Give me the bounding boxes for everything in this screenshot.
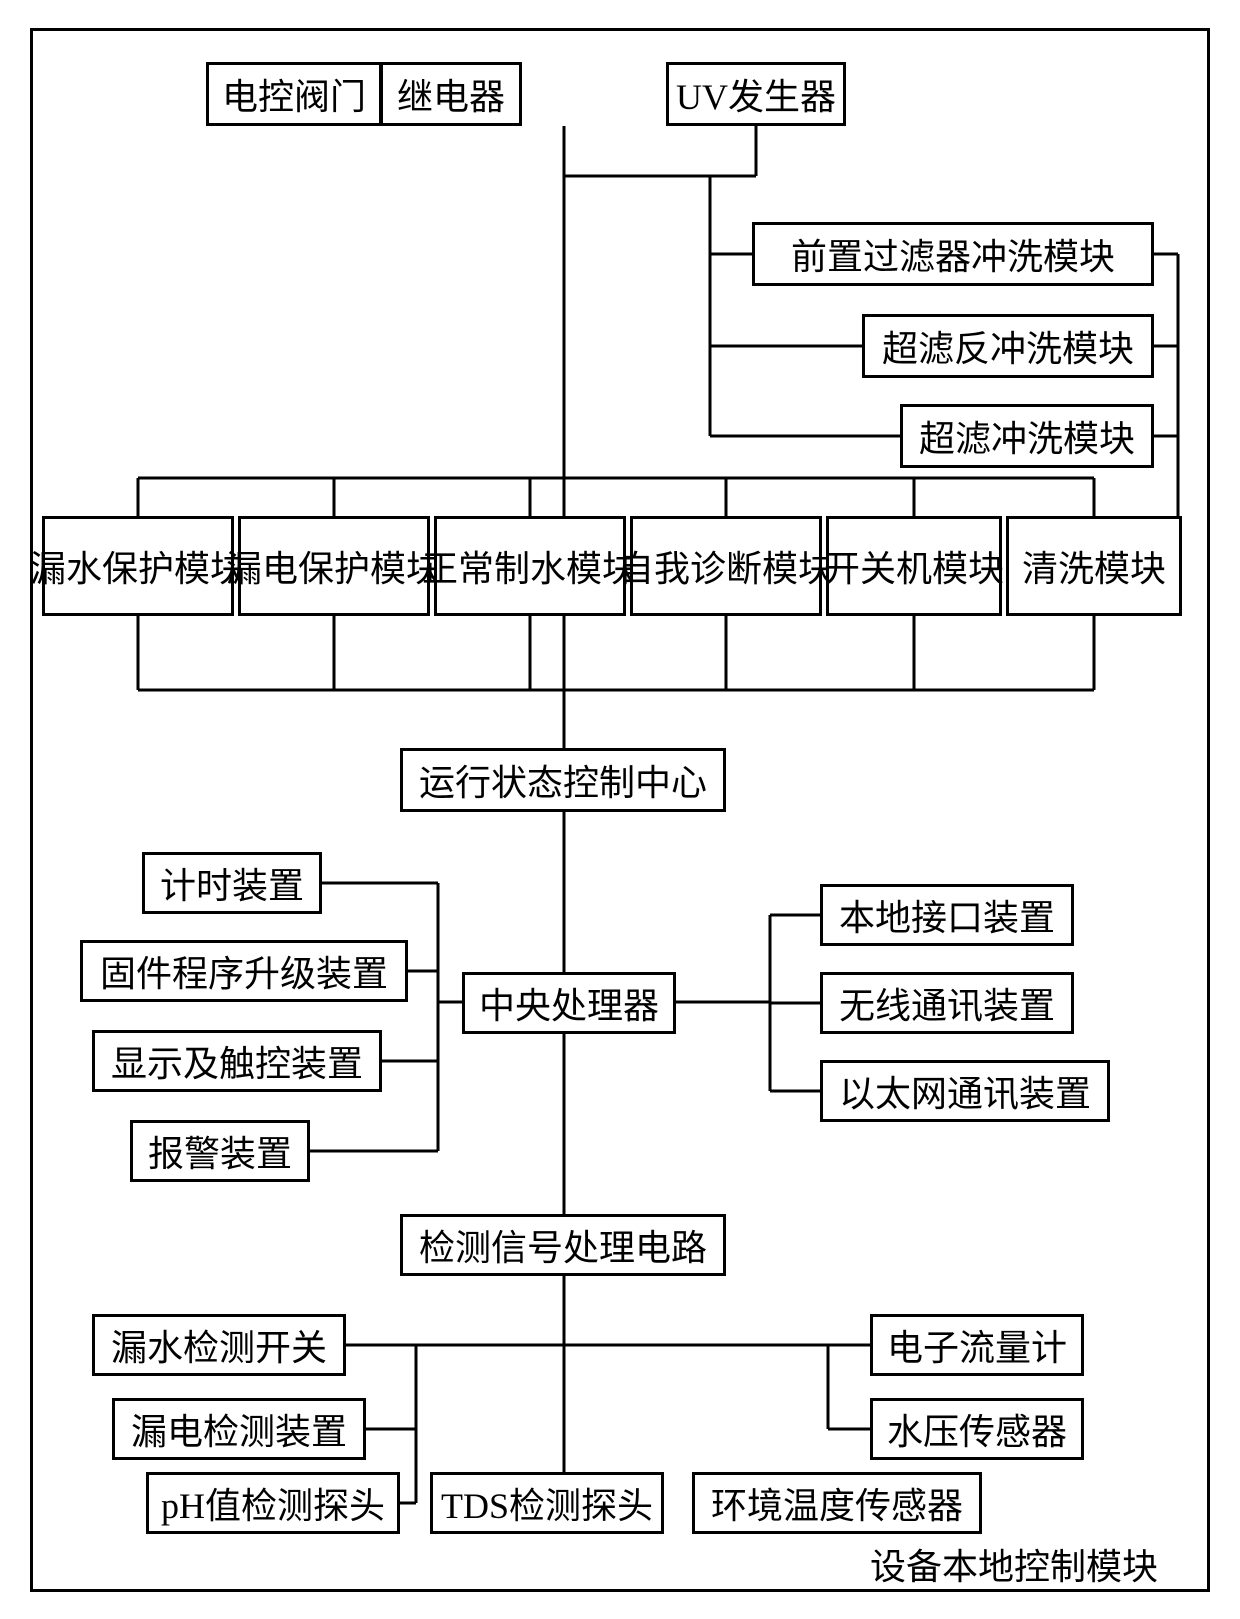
node-uf-flush: 超滤冲洗模块 bbox=[900, 404, 1154, 468]
node-normal: 正常制水模块 bbox=[434, 516, 626, 616]
node-relay: 继电器 bbox=[380, 62, 522, 126]
node-leak-elec: 漏电保护模块 bbox=[238, 516, 430, 616]
node-ph: pH值检测探头 bbox=[146, 1472, 400, 1534]
node-prefilter: 前置过滤器冲洗模块 bbox=[752, 222, 1154, 286]
node-leakdev: 漏电检测装置 bbox=[112, 1398, 366, 1460]
node-elec-valve: 电控阀门 bbox=[206, 62, 382, 126]
node-clean: 清洗模块 bbox=[1006, 516, 1182, 616]
node-local-if: 本地接口装置 bbox=[820, 884, 1074, 946]
node-leaksw: 漏水检测开关 bbox=[92, 1314, 346, 1376]
node-envtemp: 环境温度传感器 bbox=[692, 1472, 982, 1534]
node-uv: UV发生器 bbox=[666, 62, 846, 126]
node-disp: 显示及触控装置 bbox=[92, 1030, 382, 1092]
node-wireless: 无线通讯装置 bbox=[820, 972, 1074, 1034]
node-uf-back: 超滤反冲洗模块 bbox=[862, 314, 1154, 378]
node-flow: 电子流量计 bbox=[870, 1314, 1084, 1376]
node-timer: 计时装置 bbox=[142, 852, 322, 914]
node-leak-water: 漏水保护模块 bbox=[42, 516, 234, 616]
node-tds: TDS检测探头 bbox=[430, 1472, 664, 1534]
node-onoff: 开关机模块 bbox=[826, 516, 1002, 616]
node-alarm: 报警装置 bbox=[130, 1120, 310, 1182]
node-runstate: 运行状态控制中心 bbox=[400, 748, 726, 812]
node-cpu: 中央处理器 bbox=[462, 972, 676, 1034]
node-selfdiag: 自我诊断模块 bbox=[630, 516, 822, 616]
node-ether: 以太网通讯装置 bbox=[820, 1060, 1110, 1122]
node-press: 水压传感器 bbox=[870, 1398, 1084, 1460]
node-fw: 固件程序升级装置 bbox=[80, 940, 408, 1002]
frame-caption: 设备本地控制模块 bbox=[870, 1538, 1158, 1590]
node-sigproc: 检测信号处理电路 bbox=[400, 1214, 726, 1276]
